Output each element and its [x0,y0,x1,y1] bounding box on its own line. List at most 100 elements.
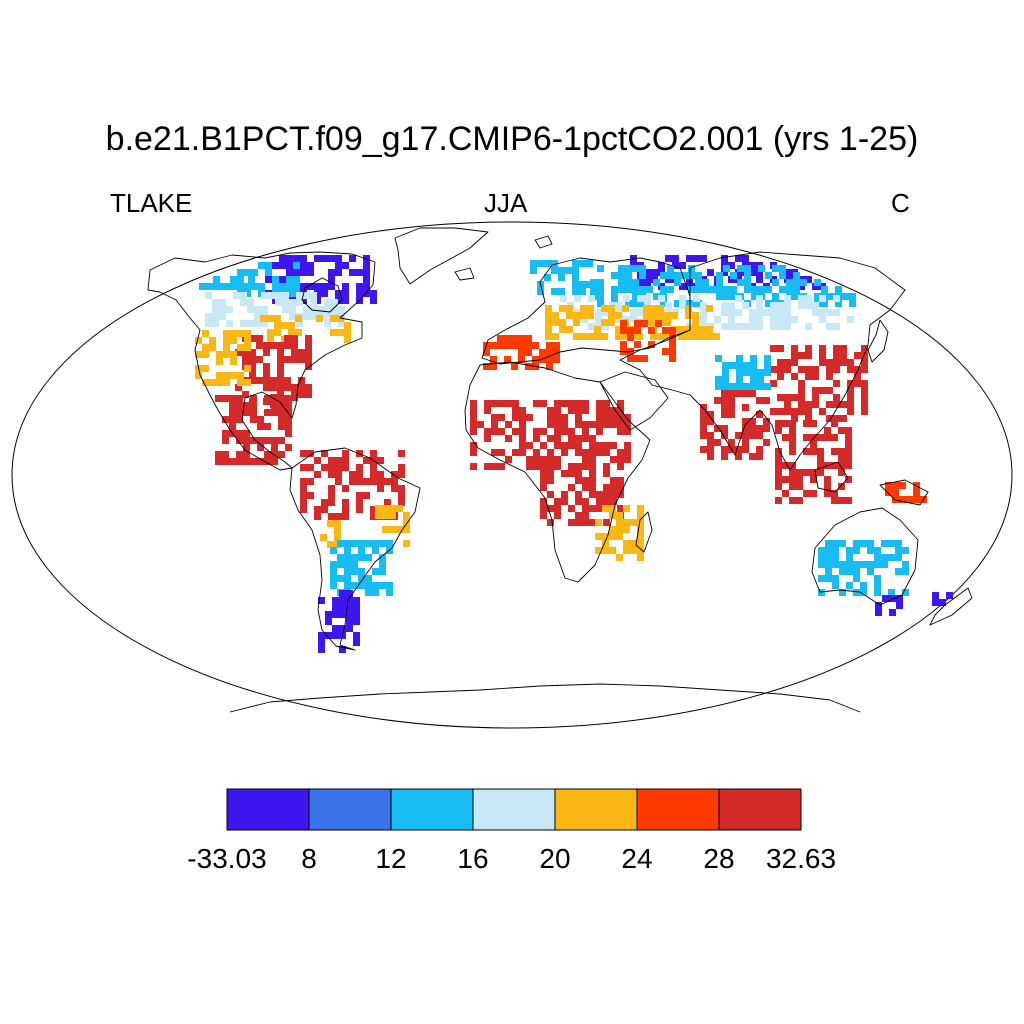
cell-new-guinea [899,482,906,489]
cell-argentina [330,561,337,568]
cell-scandinavia [558,274,565,281]
cell-sahel [519,435,526,442]
cell-amazon [328,457,335,464]
cell-southeast-asia [782,462,789,469]
cell-tibet [743,362,750,369]
cell-siberia-mid [849,293,856,300]
cell-eastern-us [298,391,305,398]
cell-china [861,401,868,408]
cell-sahel [561,442,568,449]
coast-borneo [814,461,849,493]
cell-central-asia [601,305,608,312]
cell-sahel [484,463,491,470]
cell-southeast-asia [796,469,803,476]
cell-canada-south [338,320,345,327]
cell-east-africa [637,554,644,561]
cell-russia-south [770,309,777,316]
cell-eastern-us [298,384,305,391]
cell-sahel [470,400,477,407]
cell-central-africa [547,519,554,526]
cell-sahel [561,400,568,407]
cell-central-asia [566,326,573,333]
cell-china [812,401,819,408]
cell-russia-south [616,302,623,309]
cell-india [721,411,728,418]
cell-china [770,366,777,373]
cell-central-america [264,395,271,402]
cell-central-asia [559,305,566,312]
cell-northern-canada [328,283,335,290]
cell-east-africa [616,519,623,526]
cell-australia-south [881,554,888,561]
cell-eastern-us [305,335,312,342]
cell-sahel [505,421,512,428]
cell-russia-south [623,295,630,302]
cell-siberia-north [658,262,665,269]
cell-southeast-asia [782,476,789,483]
cell-canada-south [240,292,247,299]
cell-northeast-us [288,322,295,329]
cell-amazon [328,499,335,506]
cell-western-us [202,344,209,351]
cell-argentina [351,554,358,561]
cell-northern-canada [272,262,279,269]
cell-southeast-asia [803,420,810,427]
cell-siberia-mid [674,300,681,307]
cell-eastern-us [277,356,284,363]
cell-australia-south [846,561,853,568]
cell-australia-south [895,568,902,575]
cell-argentina [379,561,386,568]
cell-central-africa [603,470,610,477]
cell-canada-south [219,313,226,320]
cell-central-america [271,458,278,465]
cell-central-asia [573,333,580,340]
cell-central-america [264,409,271,416]
cell-east-africa [602,505,609,512]
cell-central-america [271,402,278,409]
cell-argentina [365,575,372,582]
cell-northern-canada [293,269,300,276]
cell-russia-south [714,316,721,323]
cell-new-zealand [932,599,939,606]
cell-southeast-asia [817,434,824,441]
cell-northern-canada [363,283,370,290]
cell-amazon [356,492,363,499]
cell-mediterranean [497,335,504,342]
cell-russia-south [665,302,672,309]
cell-siberia-mid [702,279,709,286]
cell-australia-south [818,561,825,568]
cell-east-africa [623,540,630,547]
cell-china [861,380,868,387]
cell-sahel [547,449,554,456]
cell-western-us [195,372,202,379]
cell-argentina [337,554,344,561]
cell-australia-south [832,582,839,589]
cell-china [826,401,833,408]
cell-southeast-asia [831,448,838,455]
cell-china [819,345,826,352]
cell-argentina [351,582,358,589]
cell-eastern-us [284,335,291,342]
colorbar-box-6 [718,788,802,831]
cell-western-us [244,379,251,386]
cell-southeast-asia [817,469,824,476]
cell-southeast-asia [775,483,782,490]
colorbar-tick-label: 20 [539,843,570,874]
cell-china [777,366,784,373]
cell-southeast-asia [782,420,789,427]
cell-siberia-mid [597,286,604,293]
cell-china [826,359,833,366]
cell-eastern-us [256,356,263,363]
cell-siberia-north [756,269,763,276]
cell-mediterranean [620,327,627,334]
cell-central-africa [554,498,561,505]
cell-sahel [505,400,512,407]
cell-australia-south [874,554,881,561]
cell-australia-south [818,575,825,582]
cell-southeast-asia [831,420,838,427]
colorbar-tick-label: 8 [301,843,317,874]
cell-patagonia [339,604,346,611]
cell-patagonia [332,597,339,604]
cell-new-guinea [885,489,892,496]
cell-new-guinea [913,489,920,496]
